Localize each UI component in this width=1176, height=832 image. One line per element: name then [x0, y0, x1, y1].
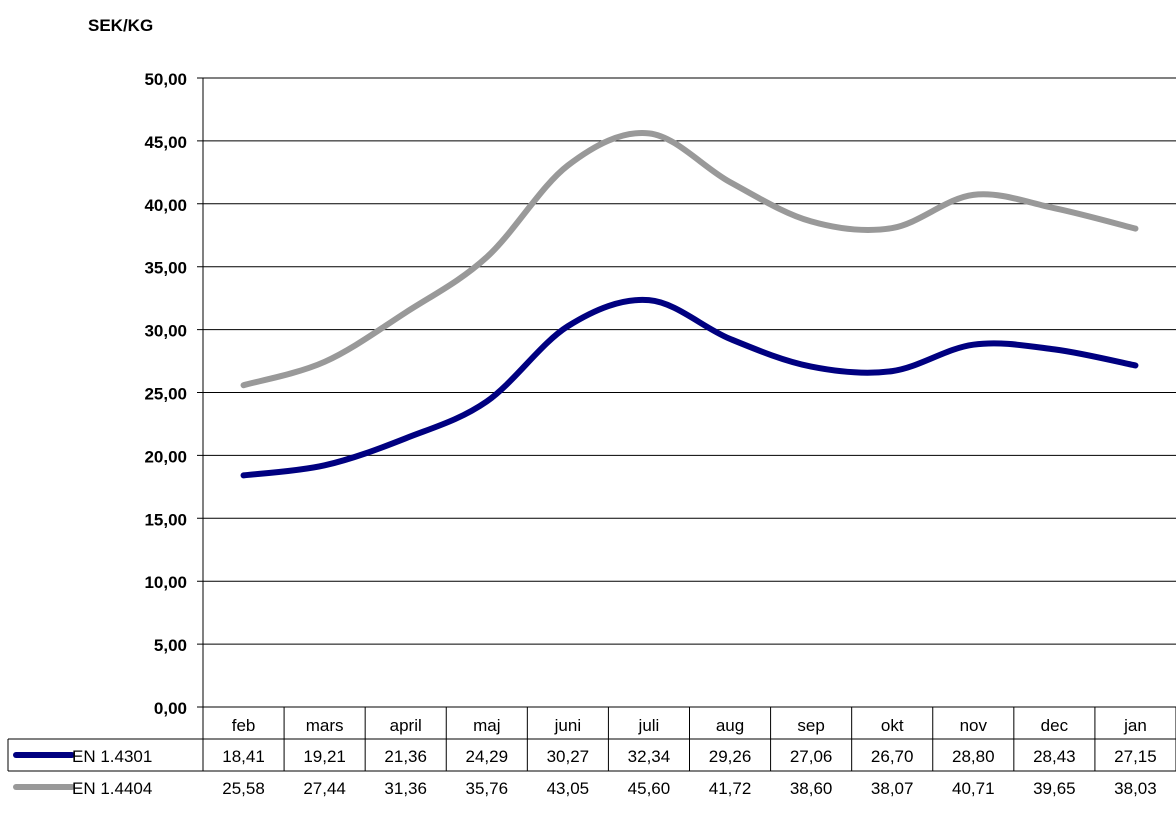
x-tick-label: nov	[960, 716, 988, 735]
data-label: 35,76	[466, 779, 509, 798]
data-label: 39,65	[1033, 779, 1076, 798]
y-tick-label: 40,00	[144, 196, 187, 215]
data-label: 21,36	[384, 747, 427, 766]
data-label: 38,07	[871, 779, 914, 798]
data-label: 32,34	[628, 747, 671, 766]
y-tick-label: 5,00	[154, 636, 187, 655]
y-tick-label: 10,00	[144, 573, 187, 592]
data-label: 27,44	[303, 779, 346, 798]
legend-label: EN 1.4404	[72, 779, 152, 798]
data-label: 27,15	[1114, 747, 1157, 766]
data-label: 38,60	[790, 779, 833, 798]
data-label: 19,21	[303, 747, 346, 766]
data-label: 38,03	[1114, 779, 1157, 798]
data-label: 24,29	[466, 747, 509, 766]
y-tick-label: 30,00	[144, 322, 187, 341]
data-label: 30,27	[547, 747, 590, 766]
x-tick-label: aug	[716, 716, 744, 735]
data-label: 28,43	[1033, 747, 1076, 766]
y-tick-label: 50,00	[144, 70, 187, 89]
x-tick-label: okt	[881, 716, 904, 735]
data-label: 27,06	[790, 747, 833, 766]
data-label: 28,80	[952, 747, 995, 766]
data-label: 26,70	[871, 747, 914, 766]
data-label: 25,58	[222, 779, 265, 798]
data-label: 40,71	[952, 779, 995, 798]
x-tick-label: feb	[232, 716, 256, 735]
x-tick-label: dec	[1041, 716, 1069, 735]
series-line-1	[240, 296, 1139, 479]
x-tick-label: april	[390, 716, 422, 735]
y-tick-label: 20,00	[144, 447, 187, 466]
x-tick-label: mars	[306, 716, 344, 735]
data-label: 45,60	[628, 779, 671, 798]
data-label: 18,41	[222, 747, 265, 766]
data-label: 41,72	[709, 779, 752, 798]
x-tick-label: maj	[473, 716, 500, 735]
legend-label: EN 1.4301	[72, 747, 152, 766]
y-tick-label: 45,00	[144, 133, 187, 152]
data-label: 29,26	[709, 747, 752, 766]
y-tick-label: 0,00	[154, 699, 187, 718]
y-tick-label: 25,00	[144, 385, 187, 404]
x-tick-label: jan	[1123, 716, 1147, 735]
y-tick-label: 15,00	[144, 510, 187, 529]
data-label: 43,05	[547, 779, 590, 798]
x-tick-label: sep	[797, 716, 824, 735]
x-tick-label: juni	[554, 716, 581, 735]
x-tick-label: juli	[638, 716, 660, 735]
series-line-2	[240, 130, 1139, 389]
y-tick-label: 35,00	[144, 259, 187, 278]
y-axis-label: SEK/KG	[88, 16, 153, 35]
data-label: 31,36	[384, 779, 427, 798]
